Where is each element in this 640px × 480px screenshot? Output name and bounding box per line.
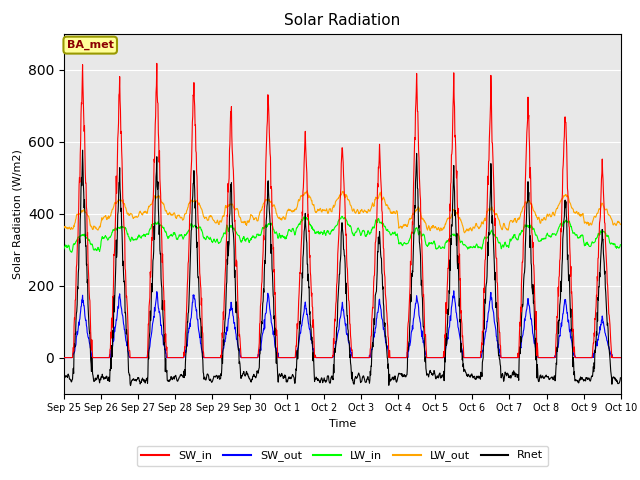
Rnet [616,375,624,381]
SW_in [502,355,509,360]
LW_in [184,229,192,235]
SW_out [246,355,254,360]
X-axis label: Time: Time [329,419,356,429]
LW_in [551,231,559,237]
Line: Rnet: Rnet [64,150,620,385]
Rnet [79,147,86,153]
Rnet [502,371,510,377]
SW_out [60,355,68,360]
Line: LW_out: LW_out [64,191,620,233]
SW_in [616,355,624,360]
SW_in [246,355,254,360]
LW_out [246,216,254,222]
SW_in [60,355,68,360]
Line: SW_in: SW_in [64,63,620,358]
LW_out [502,226,510,231]
SW_out [616,355,624,360]
Y-axis label: Solar Radiation (W/m2): Solar Radiation (W/m2) [12,149,22,278]
Rnet [171,374,179,380]
LW_in [338,213,346,219]
LW_out [60,225,68,231]
SW_in [171,355,179,360]
LW_out [551,210,559,216]
LW_out [184,204,191,210]
Rnet [247,379,255,384]
LW_in [171,229,179,235]
LW_in [429,240,437,245]
SW_in [551,355,559,360]
SW_out [450,288,458,294]
Text: BA_met: BA_met [67,40,114,50]
LW_in [502,242,510,248]
Rnet [429,372,437,377]
SW_out [170,355,178,360]
LW_out [429,223,436,229]
Rnet [185,309,193,315]
Line: SW_out: SW_out [64,291,620,358]
LW_in [246,237,254,242]
Rnet [127,383,134,388]
LW_in [60,246,68,252]
SW_out [551,355,559,360]
Line: LW_in: LW_in [64,216,620,252]
LW_in [616,242,624,248]
SW_in [184,261,192,266]
Title: Solar Radiation: Solar Radiation [284,13,401,28]
Rnet [60,375,68,381]
SW_out [502,355,509,360]
LW_in [68,250,76,255]
LW_out [303,188,311,193]
SW_out [429,355,436,360]
SW_in [429,355,436,360]
LW_out [616,222,624,228]
LW_out [461,230,468,236]
Rnet [551,378,559,384]
Legend: SW_in, SW_out, LW_in, LW_out, Rnet: SW_in, SW_out, LW_in, LW_out, Rnet [137,446,548,466]
SW_out [184,335,191,341]
LW_out [170,210,178,216]
SW_in [153,60,161,66]
